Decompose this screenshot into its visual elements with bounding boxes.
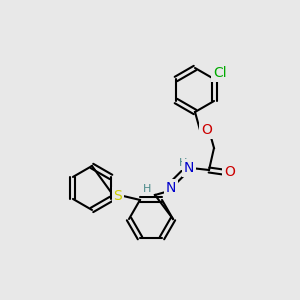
Text: N: N — [184, 161, 194, 175]
Text: O: O — [202, 123, 212, 137]
Text: H: H — [143, 184, 151, 194]
Text: N: N — [166, 181, 176, 195]
Text: H: H — [179, 158, 187, 168]
Text: O: O — [225, 165, 236, 179]
Text: Cl: Cl — [213, 66, 227, 80]
Text: S: S — [114, 189, 122, 203]
